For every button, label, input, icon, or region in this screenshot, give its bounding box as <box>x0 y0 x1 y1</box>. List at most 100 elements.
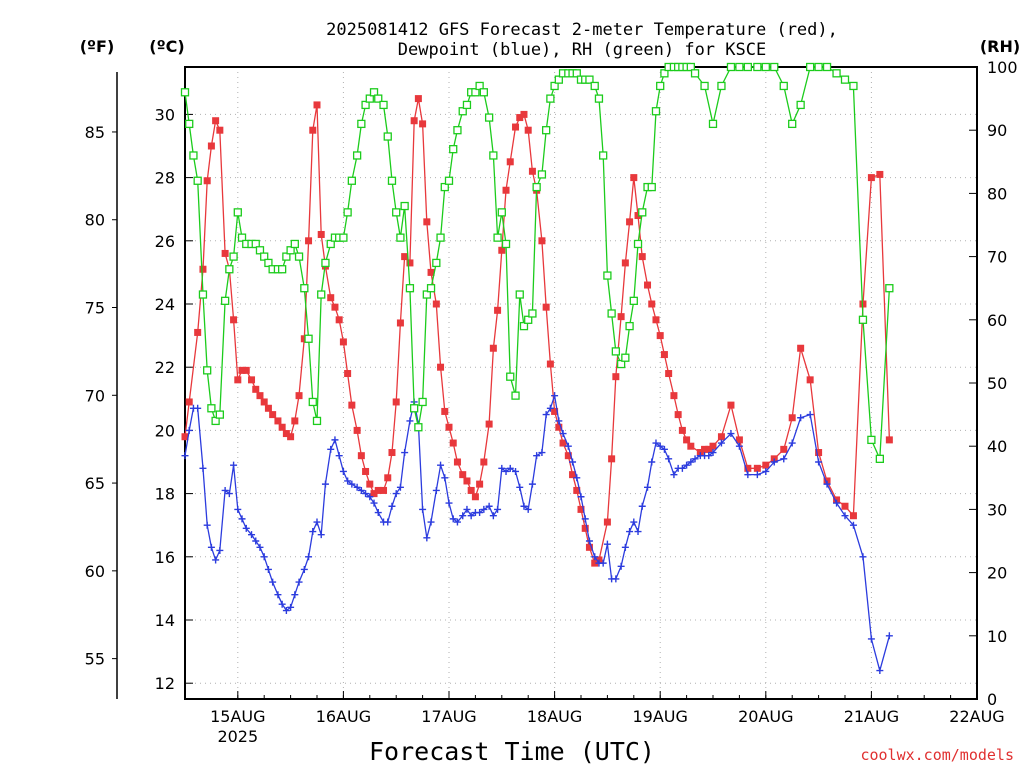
data-point <box>512 467 520 475</box>
data-point <box>476 509 484 517</box>
data-point <box>674 411 682 419</box>
fahrenheit-tick-label: 60 <box>85 562 105 581</box>
data-point <box>753 62 762 72</box>
data-point <box>501 239 511 249</box>
data-point <box>621 259 629 267</box>
data-point <box>248 531 256 539</box>
data-point <box>384 474 392 482</box>
data-point <box>806 62 815 72</box>
data-point <box>542 411 550 419</box>
data-point <box>512 123 520 131</box>
data-point <box>282 607 290 615</box>
data-point <box>678 464 686 472</box>
data-point <box>577 505 585 513</box>
data-point <box>321 258 330 268</box>
data-point <box>422 290 431 299</box>
data-point <box>388 449 396 457</box>
data-point <box>423 534 431 542</box>
data-point <box>300 335 308 343</box>
data-point <box>463 505 471 513</box>
data-point <box>524 315 533 324</box>
data-point <box>705 452 713 460</box>
data-point <box>849 81 858 91</box>
data-point <box>432 300 440 308</box>
x-tick-label-year: 2025 <box>217 727 258 746</box>
data-point <box>207 404 216 413</box>
data-point <box>555 417 563 425</box>
data-point <box>815 458 823 466</box>
data-point <box>440 182 449 192</box>
data-point <box>875 454 884 463</box>
x-tick-label: 16AUG <box>316 707 371 726</box>
data-point <box>581 515 589 523</box>
data-point <box>436 233 445 242</box>
data-point <box>885 436 893 444</box>
data-point <box>357 119 366 129</box>
data-point <box>797 344 805 352</box>
data-point <box>278 423 286 431</box>
data-point <box>471 88 480 97</box>
data-point <box>687 458 695 466</box>
data-point <box>221 249 229 257</box>
data-point <box>555 423 563 431</box>
data-point <box>546 94 555 103</box>
data-point <box>651 107 661 116</box>
data-point <box>252 537 260 545</box>
x-tick-label: 20AUG <box>738 707 793 726</box>
data-point <box>788 414 796 422</box>
data-point <box>573 474 581 482</box>
data-point <box>238 366 246 374</box>
data-point <box>608 455 616 463</box>
fahrenheit-tick-label: 75 <box>85 299 105 318</box>
data-point <box>484 113 494 122</box>
data-point <box>331 436 339 444</box>
data-point <box>542 303 550 311</box>
data-point <box>497 208 506 217</box>
data-point <box>617 562 625 570</box>
data-point <box>542 126 551 135</box>
data-point <box>410 404 419 413</box>
data-point <box>520 110 528 118</box>
data-point <box>203 366 212 375</box>
data-point <box>647 182 656 192</box>
data-point <box>309 126 317 134</box>
data-point <box>392 398 400 406</box>
data-point <box>573 486 581 494</box>
data-point <box>656 442 664 450</box>
data-point <box>599 151 608 160</box>
data-point <box>294 252 304 261</box>
data-point <box>370 490 378 498</box>
data-point <box>709 449 717 457</box>
data-point <box>432 258 441 268</box>
data-point <box>432 486 440 494</box>
data-point <box>559 430 567 438</box>
data-point <box>211 416 220 426</box>
data-point <box>660 69 669 78</box>
fahrenheit-tick-label: 70 <box>85 386 105 405</box>
data-point <box>554 75 563 84</box>
data-point <box>453 126 462 135</box>
data-point <box>538 237 546 245</box>
data-point <box>234 505 242 513</box>
data-point <box>199 464 207 472</box>
data-point <box>309 528 317 536</box>
data-point <box>780 445 788 453</box>
data-point <box>528 167 536 175</box>
data-point <box>260 398 268 406</box>
data-point <box>445 499 453 507</box>
data-point <box>572 69 581 78</box>
data-point <box>348 401 356 409</box>
data-point <box>369 88 379 97</box>
data-point <box>467 512 475 520</box>
data-point <box>727 430 735 438</box>
data-point <box>648 300 656 308</box>
x-tick-label: 15AUG <box>210 707 265 726</box>
data-point <box>256 392 264 400</box>
celsius-tick-label: 22 <box>155 358 175 377</box>
data-point <box>506 372 515 381</box>
data-point <box>621 543 629 551</box>
data-point <box>207 142 215 150</box>
data-point <box>494 306 502 314</box>
data-point <box>327 294 335 302</box>
data-point <box>185 119 194 129</box>
